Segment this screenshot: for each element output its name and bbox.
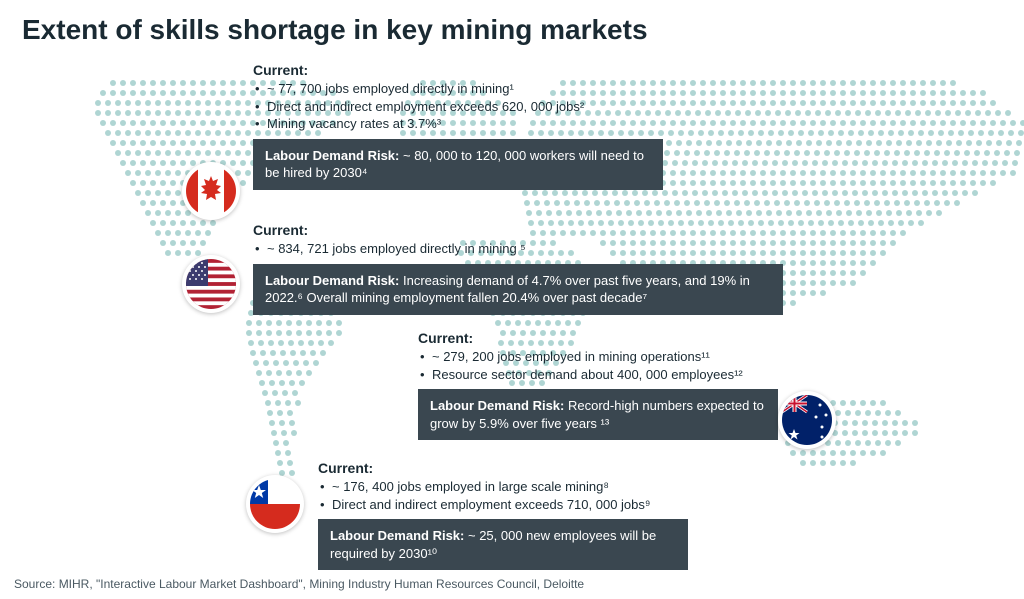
bullet: ~ 176, 400 jobs employed in large scale … xyxy=(318,478,818,496)
risk-label: Labour Demand Risk: xyxy=(430,398,564,413)
bullet: ~ 77, 700 jobs employed directly in mini… xyxy=(253,80,773,98)
country-block-chile: Current: ~ 176, 400 jobs employed in lar… xyxy=(318,460,818,570)
bullet: ~ 834, 721 jobs employed directly in min… xyxy=(253,240,813,258)
risk-bar-chile: Labour Demand Risk: ~ 25, 000 new employ… xyxy=(318,519,688,570)
current-label: Current: xyxy=(418,330,838,346)
bullets-australia: ~ 279, 200 jobs employed in mining opera… xyxy=(418,348,838,383)
bullet: Mining vacancy rates at 3.7%³ xyxy=(253,115,773,133)
risk-label: Labour Demand Risk: xyxy=(265,148,399,163)
bullet: Resource sector demand about 400, 000 em… xyxy=(418,366,838,384)
country-block-usa: Current: ~ 834, 721 jobs employed direct… xyxy=(253,222,813,315)
bullets-chile: ~ 176, 400 jobs employed in large scale … xyxy=(318,478,818,513)
current-label: Current: xyxy=(318,460,818,476)
risk-label: Labour Demand Risk: xyxy=(265,273,399,288)
current-label: Current: xyxy=(253,62,773,78)
bullets-usa: ~ 834, 721 jobs employed directly in min… xyxy=(253,240,813,258)
risk-bar-canada: Labour Demand Risk: ~ 80, 000 to 120, 00… xyxy=(253,139,663,190)
country-block-australia: Current: ~ 279, 200 jobs employed in min… xyxy=(418,330,838,440)
flag-canada xyxy=(182,162,240,220)
bullets-canada: ~ 77, 700 jobs employed directly in mini… xyxy=(253,80,773,133)
risk-bar-australia: Labour Demand Risk: Record-high numbers … xyxy=(418,389,778,440)
risk-label: Labour Demand Risk: xyxy=(330,528,464,543)
flag-chile xyxy=(246,475,304,533)
country-block-canada: Current: ~ 77, 700 jobs employed directl… xyxy=(253,62,773,190)
risk-bar-usa: Labour Demand Risk: Increasing demand of… xyxy=(253,264,783,315)
bullet: ~ 279, 200 jobs employed in mining opera… xyxy=(418,348,838,366)
current-label: Current: xyxy=(253,222,813,238)
source-line: Source: MIHR, "Interactive Labour Market… xyxy=(14,577,584,591)
page-title: Extent of skills shortage in key mining … xyxy=(22,14,648,46)
bullet: Direct and indirect employment exceeds 6… xyxy=(253,98,773,116)
flag-usa xyxy=(182,255,240,313)
flag-australia xyxy=(778,391,836,449)
bullet: Direct and indirect employment exceeds 7… xyxy=(318,496,818,514)
